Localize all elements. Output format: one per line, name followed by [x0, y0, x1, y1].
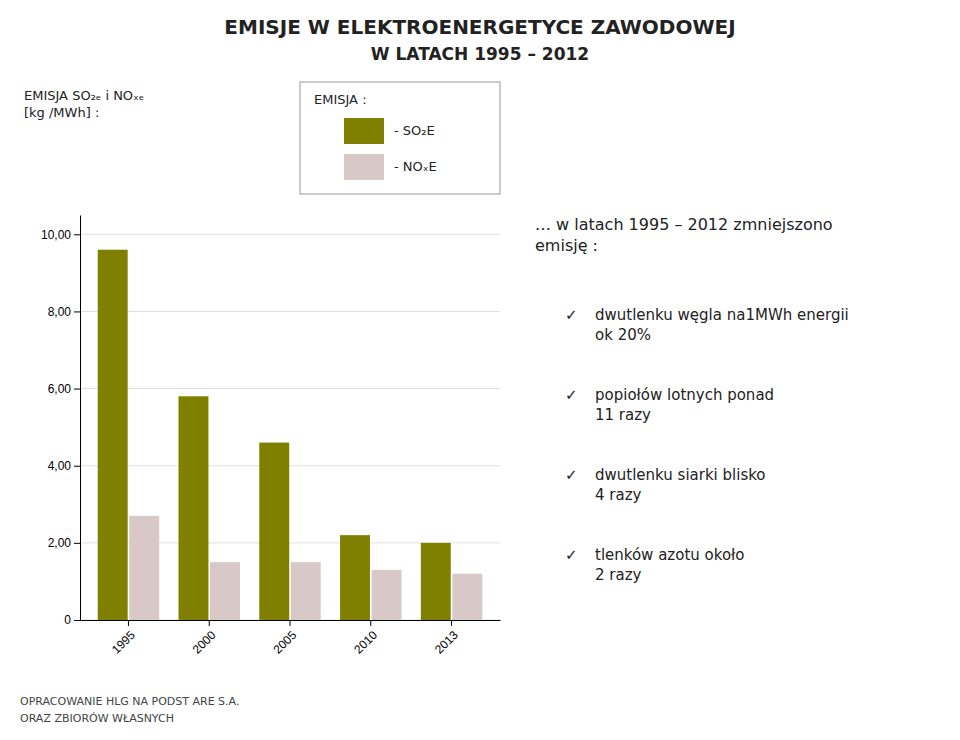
grid-line	[80, 311, 500, 312]
y-tick-label: 2,00	[48, 536, 72, 550]
legend-swatch	[344, 118, 384, 144]
annotation-header: … w latach 1995 – 2012 zmniejszono emisję…	[535, 215, 833, 255]
x-tick: 2013	[432, 620, 461, 657]
legend-label: - SO₂E	[394, 123, 435, 138]
text-line: popiołów lotnych ponad	[595, 386, 774, 404]
bar	[178, 396, 208, 620]
legend-swatch	[344, 154, 384, 180]
x-tick-label: 1995	[109, 628, 138, 657]
legend-box	[300, 82, 500, 194]
x-tick: 1995	[109, 620, 138, 657]
text-line: tlenków azotu około	[595, 546, 745, 564]
check-mark: ✓	[565, 386, 578, 404]
y-axis: 0 2,00 4,00 6,00 8,00 10,00	[41, 216, 81, 628]
bar	[421, 543, 451, 620]
y-tick-mark	[74, 620, 80, 621]
subtitle: W LATACH 1995 – 2012	[371, 44, 589, 64]
y-tick: 8,00	[48, 305, 80, 319]
annotation-bullet: popiołów lotnych ponad 11 razy	[595, 386, 774, 424]
y-tick-mark	[74, 234, 80, 235]
text-line: … w latach 1995 – 2012 zmniejszono	[535, 215, 833, 234]
annotation-bullet: dwutlenku siarki blisko 4 razy	[595, 466, 766, 504]
annotation-bullet: tlenków azotu około 2 razy	[595, 546, 745, 584]
x-tick-label: 2000	[190, 628, 219, 657]
y-tick: 4,00	[48, 459, 80, 473]
y-tick: 0	[64, 613, 80, 627]
x-tick: 2005	[271, 620, 300, 657]
text-line: dwutlenku węgla na1MWh energii	[595, 306, 849, 324]
grid	[80, 234, 500, 620]
bar	[340, 535, 370, 620]
title: EMISJE W ELEKTROENERGETYCE ZAWODOWEJ	[224, 15, 735, 39]
y-tick-label: 0	[64, 613, 71, 627]
x-tick-mark	[451, 620, 452, 626]
text-line: 11 razy	[595, 406, 651, 424]
bars	[98, 250, 483, 620]
legend-label: - NOₓE	[394, 159, 437, 174]
x-axis: 1995 2000 2005 2010 2013	[81, 620, 501, 657]
legend: EMISJA : - SO₂E - NOₓE	[300, 82, 500, 194]
x-tick-mark	[370, 620, 371, 626]
plot: 0 2,00 4,00 6,00 8,00 10,00 1995 2000 2005 2010 20…	[41, 216, 501, 657]
y-tick-mark	[74, 543, 80, 544]
text-line: 2 razy	[595, 566, 642, 584]
grid-line	[80, 388, 500, 389]
annotation-bullet: dwutlenku węgla na1MWh energii ok 20%	[595, 306, 849, 344]
y-tick-mark	[74, 311, 80, 312]
x-tick-mark	[128, 620, 129, 626]
x-tick-label: 2005	[271, 628, 300, 657]
footer: OPRACOWANIE HLG NA PODST ARE S.A.	[20, 695, 239, 708]
check-mark: ✓	[565, 546, 578, 564]
y-tick: 10,00	[41, 228, 80, 242]
legend-title: EMISJA :	[314, 92, 367, 107]
check-mark: ✓	[565, 306, 578, 324]
grid-line	[80, 465, 500, 466]
y-tick-label: 10,00	[41, 228, 71, 242]
grid-line	[80, 234, 500, 235]
y-tick-label: 4,00	[48, 459, 72, 473]
bar	[259, 443, 289, 620]
y-tick-mark	[74, 466, 80, 467]
text-line: emisję :	[535, 236, 598, 255]
bar	[210, 562, 240, 620]
x-tick-label: 2013	[432, 628, 461, 657]
y-axis-line	[80, 216, 81, 621]
text-line: EMISJA SO₂ₑ i NOₓₑ	[24, 88, 144, 103]
x-tick-label: 2010	[351, 628, 380, 657]
y-axis-label: EMISJA SO₂ₑ i NOₓₑ [kg /MWh] :	[24, 88, 144, 120]
y-tick-label: 6,00	[48, 382, 72, 396]
text-line: dwutlenku siarki blisko	[595, 466, 766, 484]
y-tick: 2,00	[48, 536, 80, 550]
x-tick-mark	[290, 620, 291, 626]
bar	[291, 562, 321, 620]
x-tick: 2010	[351, 620, 380, 657]
check-mark: ✓	[565, 466, 578, 484]
y-tick-label: 8,00	[48, 305, 72, 319]
y-tick: 6,00	[48, 382, 80, 396]
bar	[372, 570, 402, 620]
bar	[452, 574, 482, 620]
footer: ORAZ ZBIORÓW WŁASNYCH	[20, 712, 174, 725]
x-tick-mark	[209, 620, 210, 626]
bar	[129, 516, 159, 620]
text-line: ok 20%	[595, 326, 651, 344]
y-tick-mark	[74, 389, 80, 390]
bar-series	[98, 250, 451, 620]
bar	[98, 250, 128, 620]
bar-series	[129, 516, 482, 620]
text-line: 4 razy	[595, 486, 642, 504]
chart: EMISJE W ELEKTROENERGETYCE ZAWODOWEJ W LA…	[0, 0, 960, 740]
x-tick: 2000	[190, 620, 219, 657]
text-line: [kg /MWh] :	[24, 105, 99, 120]
